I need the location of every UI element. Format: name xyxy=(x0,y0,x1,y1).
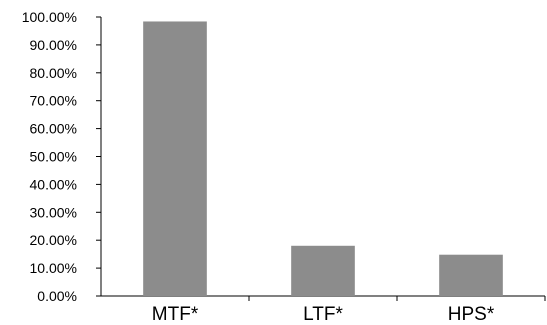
y-tick-label: 40.00% xyxy=(30,176,77,192)
bar-hps xyxy=(439,254,503,296)
bar-mtf xyxy=(143,21,207,297)
y-tick-label: 80.00% xyxy=(30,65,77,81)
category-labels: MTF* LTF* HPS* xyxy=(152,304,495,325)
y-tick-label: 70.00% xyxy=(30,93,77,109)
x-axis xyxy=(96,295,546,301)
x-category-label: HPS* xyxy=(448,304,495,325)
x-category-label: LTF* xyxy=(303,304,343,325)
y-tick-label: 10.00% xyxy=(30,260,77,276)
y-axis: 0.00% 10.00% 20.00% 30.00% 40.00% 50.00% 60.00… xyxy=(22,9,102,304)
x-category-label: MTF* xyxy=(152,304,199,325)
y-tick-label: 60.00% xyxy=(30,121,77,137)
y-tick-label: 90.00% xyxy=(30,37,77,53)
y-tick-label: 20.00% xyxy=(30,232,77,248)
y-tick-label: 100.00% xyxy=(22,9,77,25)
y-tick-label: 0.00% xyxy=(37,288,77,304)
y-tick-label: 30.00% xyxy=(30,204,77,220)
y-tick-label: 50.00% xyxy=(30,149,77,165)
bar-ltf xyxy=(291,245,355,296)
bars xyxy=(143,21,503,297)
